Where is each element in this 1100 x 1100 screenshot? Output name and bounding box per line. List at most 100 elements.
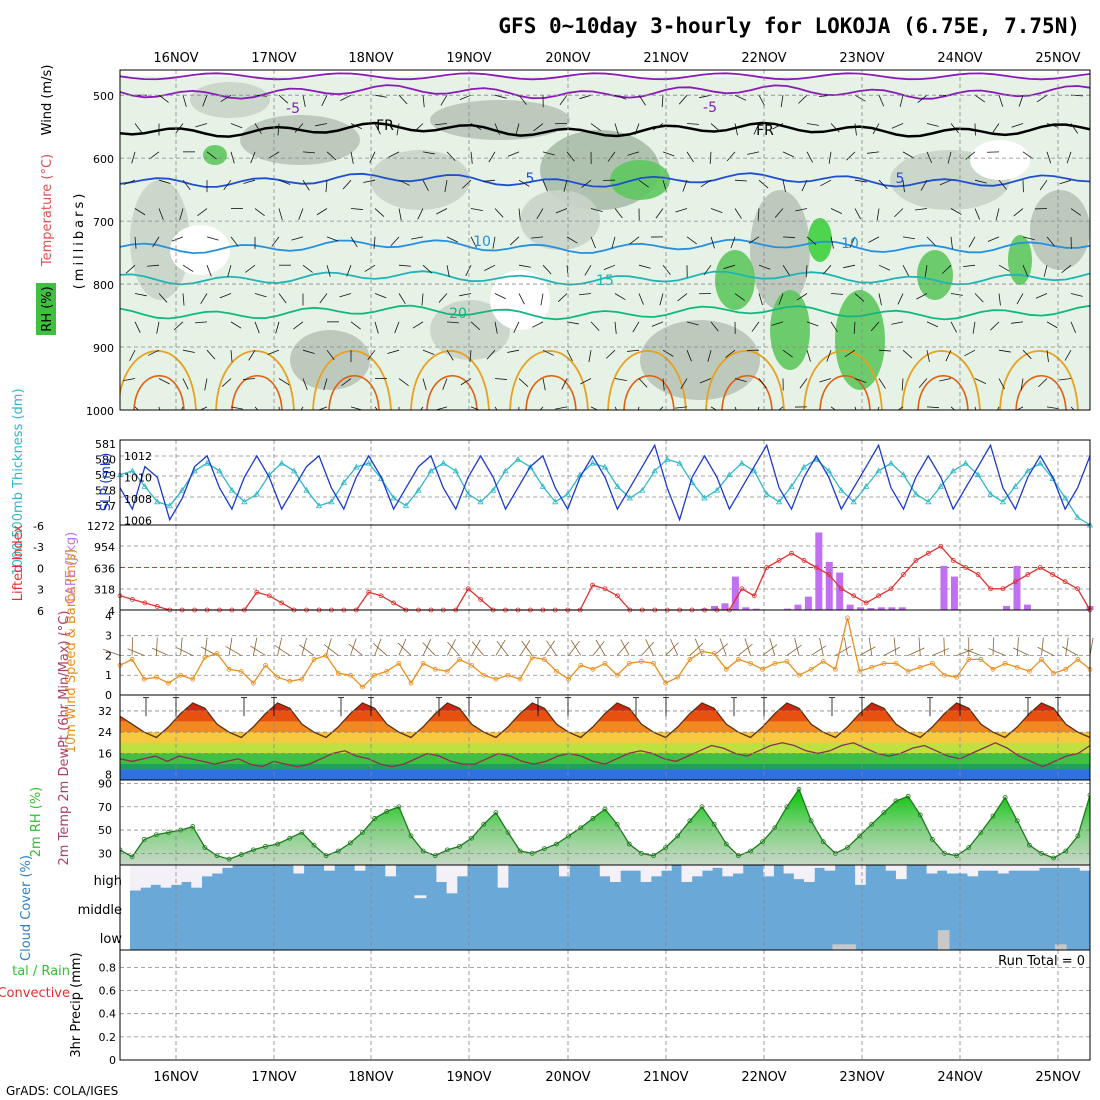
- wind-barb: [542, 349, 554, 356]
- high-cloud-bar: [712, 865, 723, 868]
- thickness-series-point: [738, 459, 745, 466]
- wind-barb: [155, 637, 158, 656]
- wind-barb: [998, 95, 1004, 107]
- wind-barb: [374, 208, 385, 217]
- wind-barb: [677, 293, 688, 302]
- axis-title: Lifted Index: [11, 524, 26, 601]
- wind-barb: [801, 180, 808, 192]
- wind-speed-series-point: [299, 676, 305, 682]
- wind-barb: [1039, 179, 1048, 191]
- lifted-index-series-point: [950, 558, 956, 563]
- wind-barb: [420, 406, 424, 410]
- upper-air-panel: -5 -5 FR FR 5 5 10 10 15 20 500 600 700 800 900 1000: [86, 69, 1091, 418]
- wind-barb: [436, 208, 448, 215]
- wind-barb: [747, 151, 760, 155]
- wind-barb: [820, 179, 832, 187]
- high-cloud-bar: [1049, 865, 1060, 868]
- wind-barb: [1070, 321, 1077, 334]
- wind-barb: [603, 264, 616, 271]
- wind-barb: [819, 637, 824, 656]
- wind-barb: [422, 349, 435, 355]
- rh-series-point: [1002, 795, 1008, 800]
- wind-speed-series-point: [190, 676, 196, 682]
- wind-speed-series-point: [554, 668, 559, 674]
- thickness-series-point: [788, 483, 795, 489]
- thickness-series-point: [626, 494, 634, 501]
- wind-barb: [364, 264, 376, 272]
- lifted-index-series-point: [279, 600, 285, 606]
- wind-barb: [228, 637, 233, 656]
- wind-speed-series-point: [845, 615, 850, 621]
- wind-barb: [853, 321, 856, 334]
- wind-barb: [854, 293, 865, 302]
- surface-temp-contour: [426, 374, 478, 410]
- high-cloud-bar: [936, 865, 948, 871]
- wind-barb: [772, 123, 784, 130]
- thickness-series: [119, 458, 1091, 526]
- wind-barb: [662, 349, 674, 357]
- wind-barb: [350, 151, 354, 164]
- wind-speed-series-point: [966, 657, 972, 662]
- lifted-index-series-point: [751, 593, 757, 599]
- rh-series-point: [469, 835, 475, 841]
- high-cloud-bar: [661, 865, 672, 871]
- rh-series-point: [457, 843, 462, 849]
- cloud-level-label: high: [94, 874, 122, 889]
- wind-barb: [470, 236, 477, 248]
- wind-speed-series-point: [905, 668, 911, 674]
- rh-series-point: [541, 846, 547, 852]
- wind-barb: [926, 321, 939, 328]
- lifted-index-series-point: [925, 550, 931, 556]
- wind-barb: [206, 349, 216, 360]
- wind-barb: [990, 321, 1000, 331]
- wind-barb: [1018, 95, 1024, 107]
- cape-bar: [1003, 605, 1011, 610]
- date-label: 23NOV: [839, 1070, 884, 1085]
- wind-speed-series-point: [1002, 660, 1008, 666]
- axis-title: Temperature (°C): [40, 154, 55, 267]
- rh-contour-fill: [715, 250, 755, 310]
- wind-barb: [806, 236, 817, 246]
- wind-barb: [782, 264, 790, 276]
- wind-barb: [369, 151, 376, 163]
- rh-tick: 70: [98, 801, 112, 814]
- wind-barb: [134, 123, 143, 134]
- wind-speed-series-point: [384, 668, 390, 674]
- wind-barb: [422, 95, 425, 108]
- wind-barb: [507, 151, 520, 157]
- wind-barb: [662, 151, 675, 157]
- thickness-series-point: [141, 483, 149, 489]
- rh-tick: 90: [98, 777, 112, 790]
- high-cloud-bar: [610, 865, 621, 882]
- wind-barb: [422, 642, 436, 656]
- surface-temp-contour: [120, 350, 197, 410]
- thickness-series-point: [241, 498, 248, 505]
- wind-barb: [195, 321, 208, 324]
- wind-barb: [799, 378, 808, 389]
- wind-barb: [417, 208, 424, 220]
- wind-barb: [227, 265, 232, 277]
- rh-series-point: [372, 816, 378, 821]
- wind-barb: [350, 321, 361, 330]
- thickness-series-point: [452, 467, 459, 474]
- wind-barb: [349, 638, 357, 656]
- wind-barb: [1038, 378, 1048, 388]
- wind-barb: [710, 123, 721, 132]
- rh-series-point: [263, 843, 268, 849]
- panel-frame: [119, 949, 1091, 1061]
- cape-bar: [877, 607, 885, 610]
- wind-barb: [422, 180, 429, 192]
- bottom-date-labels: 16NOV 17NOV 18NOV 19NOV 20NOV 21NOV 22NOV 23NOV…: [153, 1070, 1080, 1085]
- rh-contour-fill: [130, 180, 190, 300]
- temp-tick: 8: [105, 769, 112, 782]
- date-label: 25NOV: [1035, 51, 1080, 66]
- wind-barb: [590, 321, 600, 331]
- wind-barb: [920, 179, 928, 191]
- cape-bar: [721, 603, 729, 610]
- wind-barb: [568, 640, 580, 656]
- high-cloud-bar: [630, 865, 642, 871]
- high-cloud-bar: [201, 865, 213, 877]
- wind-speed-series-point: [784, 658, 790, 664]
- wind-barb: [204, 637, 208, 656]
- lifted-index-series-point: [602, 586, 608, 592]
